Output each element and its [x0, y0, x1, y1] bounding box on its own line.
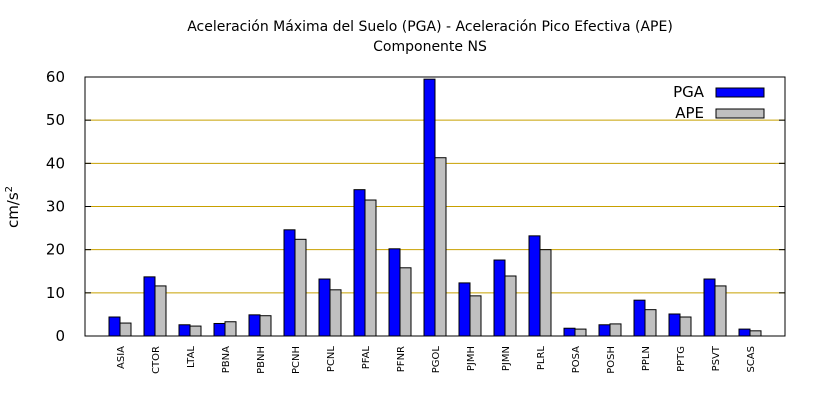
y-tick-label: 20: [46, 241, 65, 259]
x-tick-label: PJMH: [466, 346, 477, 371]
bar-pga-pfal: [353, 189, 366, 337]
x-tick-label: CTOR: [151, 346, 162, 374]
bar-ape-pbna: [224, 321, 237, 337]
bar-ape-ctor: [154, 285, 167, 337]
bar-pga-posh: [598, 324, 611, 337]
y-tick-label: 60: [46, 68, 65, 86]
bar-ape-scas: [749, 330, 762, 337]
bar-pga-psvt: [703, 278, 716, 337]
bar-ape-pbnh: [259, 315, 272, 337]
bar-ape-asia: [119, 322, 132, 337]
y-tick-label: 50: [46, 111, 65, 129]
bar-ape-pfal: [364, 199, 377, 337]
x-tick-label: PFNR: [396, 346, 407, 372]
legend-swatch-pga: [715, 87, 765, 98]
x-tick-label: PFAL: [361, 346, 372, 370]
bar-ape-plrl: [539, 249, 552, 337]
y-tick-label: 10: [46, 284, 65, 302]
bar-ape-ltal: [189, 325, 202, 337]
bar-pga-pjmh: [458, 282, 471, 337]
x-tick-label: PLRL: [536, 346, 547, 371]
bar-ape-posh: [609, 323, 622, 337]
bar-pga-pcnl: [318, 278, 331, 337]
bar-pga-asia: [108, 316, 121, 337]
x-tick-label: PSVT: [711, 345, 722, 371]
bar-ape-pgol: [434, 157, 447, 337]
legend: PGA APE: [673, 83, 765, 122]
y-axis-label: cm/s2: [4, 186, 22, 228]
x-tick-label: PPTG: [676, 346, 687, 372]
y-tick-label: 30: [46, 198, 65, 216]
bar-pga-ltal: [178, 324, 191, 337]
x-tick-label: POSA: [571, 346, 582, 373]
x-tick-label: PCNH: [291, 346, 302, 374]
bar-ape-pfnr: [399, 267, 412, 337]
x-tick-label: PPLN: [641, 346, 652, 371]
x-tick-label: SCAS: [746, 346, 757, 373]
x-tick-label: ASIA: [116, 346, 127, 369]
bar-ape-pjmn: [504, 275, 517, 337]
legend-label-ape: APE: [675, 104, 704, 122]
bar-ape-psvt: [714, 285, 727, 337]
bar-pga-pgol: [423, 78, 436, 337]
bar-pga-pbnh: [248, 314, 261, 337]
x-tick-label: PBNA: [221, 346, 232, 373]
legend-swatch-ape: [715, 108, 765, 119]
bar-pga-pjmn: [493, 259, 506, 337]
y-tick-label: 0: [55, 327, 65, 345]
x-tick-label: LTAL: [186, 346, 197, 368]
x-tick-label: PCNL: [326, 346, 337, 372]
chart-title: Aceleración Máxima del Suelo (PGA) - Ace…: [187, 19, 673, 35]
bars: [108, 78, 762, 337]
bar-pga-pbna: [213, 322, 226, 337]
bar-ape-posa: [574, 328, 587, 337]
x-tick-label: PBNH: [256, 346, 267, 374]
bar-ape-pptg: [679, 316, 692, 337]
bar-ape-ppln: [644, 309, 657, 337]
bar-ape-pcnl: [329, 289, 342, 337]
x-tick-label: PGOL: [431, 346, 442, 374]
bar-ape-pjmh: [469, 295, 482, 337]
bar-pga-ctor: [143, 276, 156, 337]
chart-subtitle: Componente NS: [373, 39, 487, 55]
bar-pga-plrl: [528, 235, 541, 337]
bar-pga-pptg: [668, 313, 681, 337]
legend-label-pga: PGA: [673, 83, 705, 101]
bar-pga-pfnr: [388, 248, 401, 337]
bar-pga-ppln: [633, 299, 646, 337]
x-tick-label: POSH: [606, 346, 617, 374]
x-tick-label: PJMN: [501, 346, 512, 371]
y-tick-label: 40: [46, 154, 65, 172]
axis-ticks: 0 10 20 30 40 50 60 ASIA CTOR LTAL PBNA PBNH PCNH PCN…: [46, 68, 785, 374]
bar-pga-posa: [563, 327, 576, 337]
bar-pga-scas: [738, 328, 751, 337]
bar-pga-pcnh: [283, 229, 296, 337]
bar-ape-pcnh: [294, 238, 307, 337]
